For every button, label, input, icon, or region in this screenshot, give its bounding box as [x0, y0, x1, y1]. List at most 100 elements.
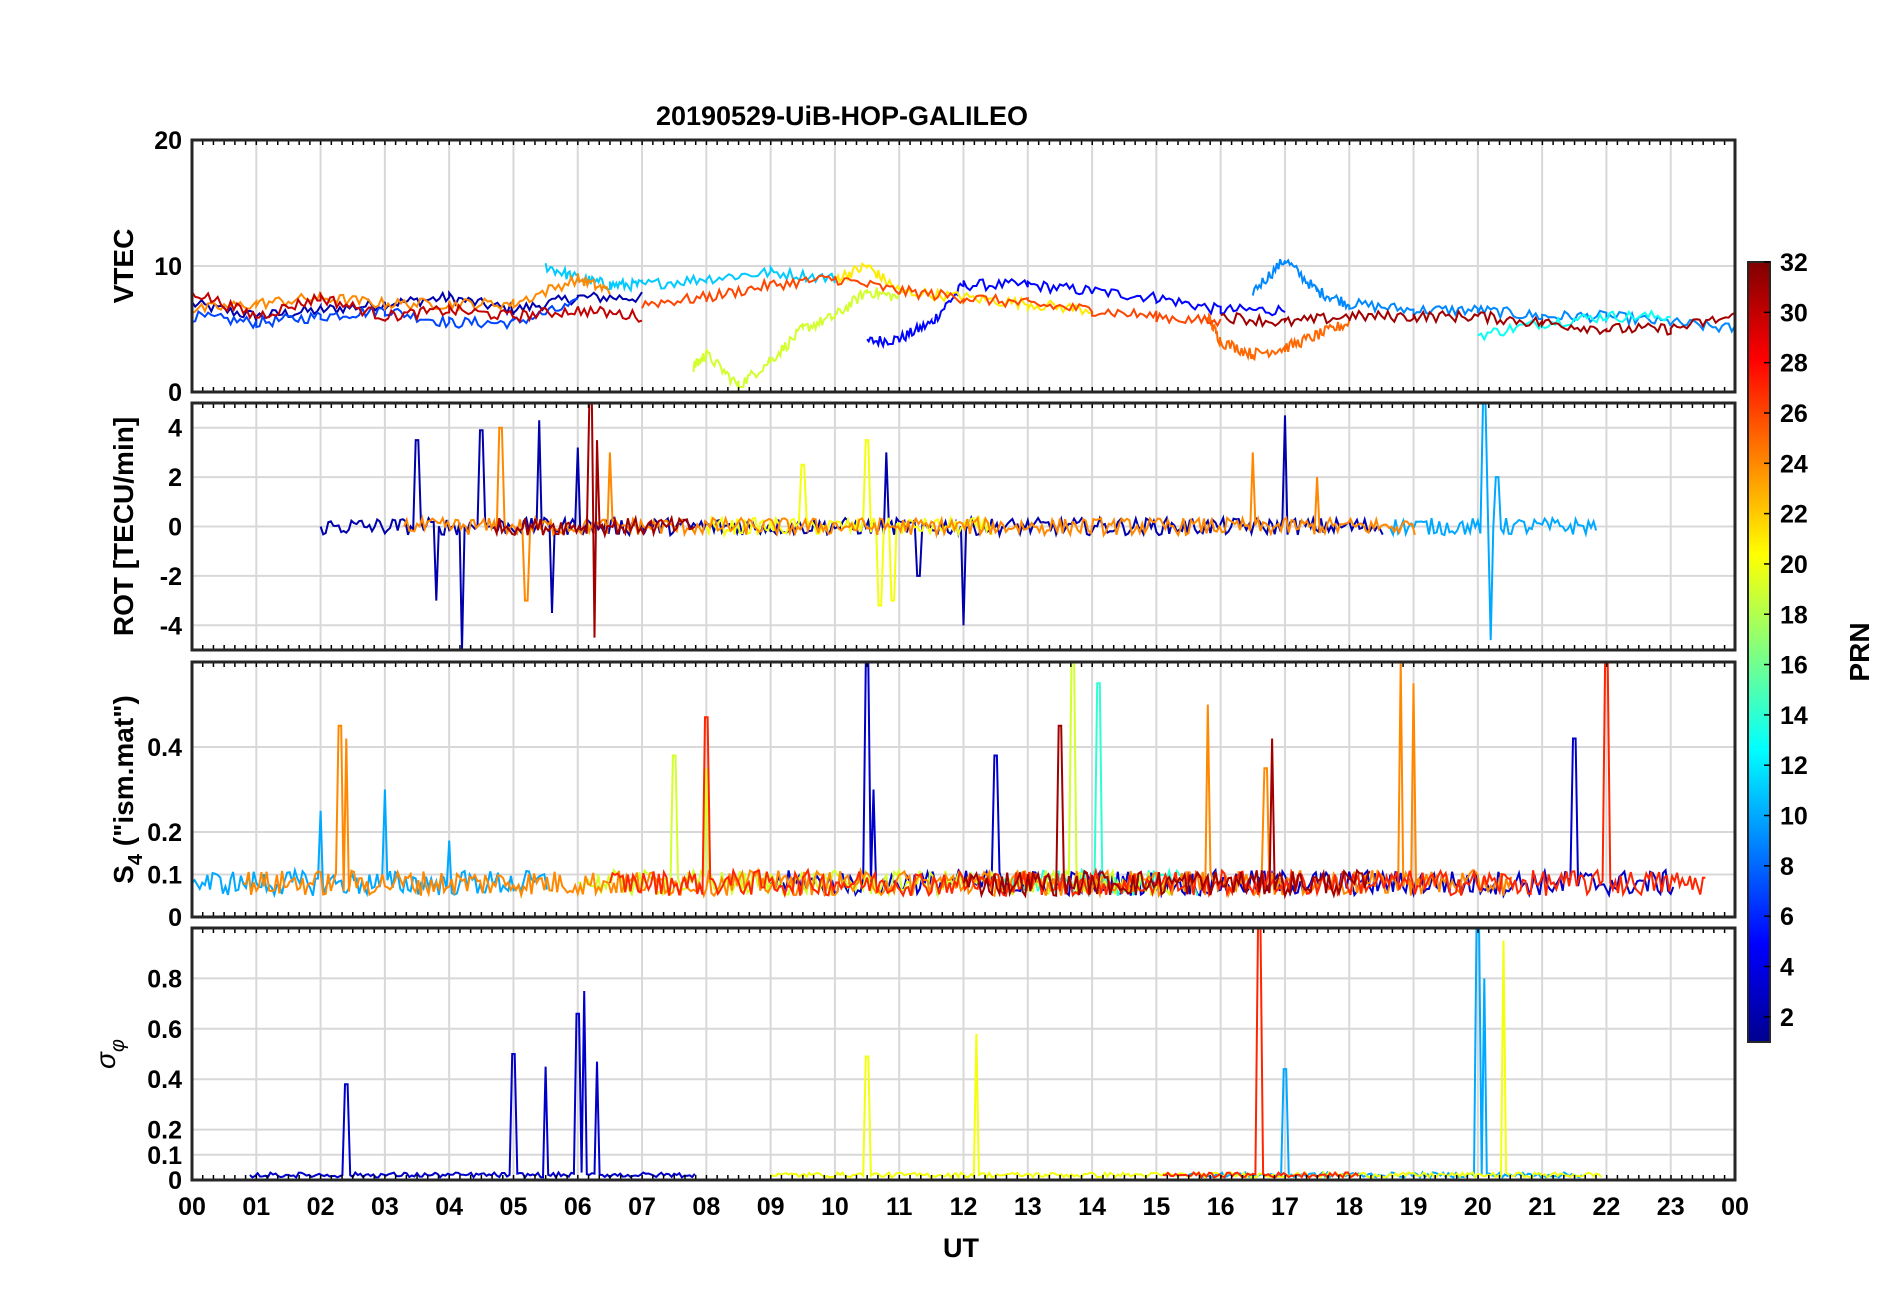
series-line-prn-21 — [834, 262, 1093, 316]
colorbar-tick-label: 12 — [1780, 752, 1808, 780]
colorbar-label: PRN — [1844, 622, 1875, 681]
x-tick-label: 01 — [242, 1193, 270, 1221]
colorbar-tick-label: 2 — [1780, 1004, 1794, 1032]
x-tick-label: 08 — [692, 1193, 720, 1221]
series-line-prn-9 — [1251, 258, 1735, 334]
y-axis-label: VTEC — [108, 229, 139, 304]
colorbar-tick-label: 32 — [1780, 249, 1808, 277]
y-tick-label: 0.2 — [147, 1117, 182, 1145]
y-tick-label: 0.2 — [147, 819, 182, 847]
colorbar-tick-label: 20 — [1780, 551, 1808, 579]
x-tick-label: 12 — [950, 1193, 978, 1221]
colorbar-tick-label: 14 — [1780, 702, 1808, 730]
series-line-prn-13 — [1477, 309, 1671, 342]
y-tick-label: 0.4 — [147, 1066, 182, 1094]
colorbar-tick-label: 28 — [1780, 350, 1808, 378]
x-tick-label: 18 — [1335, 1193, 1363, 1221]
series-line-prn-3 — [249, 990, 696, 1180]
y-tick-label: 10 — [154, 253, 182, 281]
x-tick-label: 02 — [307, 1193, 335, 1221]
colorbar-tick-label: 16 — [1780, 652, 1808, 680]
series-line-prn-27 — [1162, 928, 1360, 1180]
colorbar-tick-label: 26 — [1780, 400, 1808, 428]
x-tick-label: 16 — [1207, 1193, 1235, 1221]
x-tick-label: 05 — [500, 1193, 528, 1221]
x-tick-label: 07 — [628, 1193, 656, 1221]
panel-3: 00.10.2 0.4 0.6 0.8 σφ — [90, 926, 1737, 1195]
series-line-prn-7 — [192, 297, 579, 331]
y-axis-label: σφ — [90, 1039, 129, 1069]
panel-1: -4 -2 0 2 4 ROT [TECU/min] — [108, 401, 1737, 652]
series-group — [319, 403, 1598, 650]
y-tick-label: 0.1 — [147, 862, 182, 890]
series-line-prn-19 — [577, 662, 1173, 899]
x-tick-label: 23 — [1657, 1193, 1685, 1221]
x-tick-label: 00 — [178, 1193, 206, 1221]
x-tick-label: 06 — [564, 1193, 592, 1221]
series-group — [192, 258, 1735, 391]
x-tick-label: 04 — [435, 1193, 463, 1221]
x-tick-label: 09 — [757, 1193, 785, 1221]
x-tick-label: 03 — [371, 1193, 399, 1221]
panel-frame — [190, 926, 1737, 1182]
x-tick-label: 13 — [1014, 1193, 1042, 1221]
series-line-prn-10 — [1387, 403, 1598, 641]
y-tick-label: 4 — [168, 415, 182, 443]
x-tick-label: 15 — [1142, 1193, 1170, 1221]
y-tick-label: 0.4 — [147, 734, 182, 762]
x-axis-label: UT — [943, 1233, 979, 1263]
panel-frame — [190, 660, 1737, 919]
x-tick-label: 17 — [1271, 1193, 1299, 1221]
colorbar-tick-label: 30 — [1780, 299, 1808, 327]
series-line-prn-30 — [192, 290, 643, 324]
y-tick-label: 0 — [168, 904, 182, 932]
y-tick-label: 20 — [154, 127, 182, 155]
colorbar-tick-label: 4 — [1780, 954, 1794, 982]
x-tick-label: 21 — [1528, 1193, 1556, 1221]
y-tick-label: -2 — [160, 563, 182, 591]
colorbar-tick-label: 8 — [1780, 853, 1794, 881]
y-tick-label: 0 — [168, 514, 182, 542]
colorbar-tick-label: 24 — [1780, 450, 1808, 478]
panel-0: 0 10 20 VTEC — [108, 127, 1737, 407]
y-axis-label: ROT [TECU/min] — [108, 417, 139, 636]
series-line-prn-31 — [493, 403, 696, 638]
y-axis-label: S4 ("ism.mat") — [108, 695, 147, 884]
panel-frame — [190, 138, 1737, 394]
series-line-prn-31 — [1220, 308, 1735, 336]
series-line-prn-5 — [866, 277, 1286, 350]
panel-frame — [190, 401, 1737, 652]
x-tick-label: 00 — [1721, 1193, 1749, 1221]
panel-2: 0 0.1 0.2 0.4S4 ("ism.mat") — [108, 660, 1737, 932]
y-tick-label: 0.6 — [147, 1016, 182, 1044]
series-group — [192, 662, 1706, 900]
y-tick-label: 2 — [168, 464, 182, 492]
y-tick-label: 0.1 — [147, 1142, 182, 1170]
series-line-prn-24 — [192, 273, 611, 315]
x-tick-label: 22 — [1593, 1193, 1621, 1221]
x-tick-label: 20 — [1464, 1193, 1492, 1221]
y-tick-label: 0 — [168, 1167, 182, 1195]
series-line-prn-19 — [692, 287, 901, 391]
colorbar-tick-label: 10 — [1780, 803, 1808, 831]
series-line-prn-26 — [641, 274, 1222, 328]
y-tick-label: 0 — [168, 379, 182, 407]
chart-title: 20190529-UiB-HOP-GALILEO — [656, 101, 1028, 131]
y-tick-label: -4 — [160, 612, 182, 640]
colorbar-tick-label: 18 — [1780, 601, 1808, 629]
colorbar-gradient — [1747, 261, 1771, 1043]
y-tick-label: 0.8 — [147, 965, 182, 993]
series-line-prn-24 — [403, 426, 1416, 602]
colorbar-tick-label: 6 — [1780, 903, 1794, 931]
colorbar-tick-label: 22 — [1780, 501, 1808, 529]
series-line-prn-25 — [1206, 312, 1351, 362]
x-tick-label: 11 — [886, 1193, 913, 1221]
series-group — [249, 928, 1603, 1180]
x-tick-label: 14 — [1078, 1193, 1106, 1221]
x-tick-label: 10 — [821, 1193, 849, 1221]
series-line-prn-31 — [962, 724, 1371, 900]
x-tick-label: 19 — [1400, 1193, 1428, 1221]
